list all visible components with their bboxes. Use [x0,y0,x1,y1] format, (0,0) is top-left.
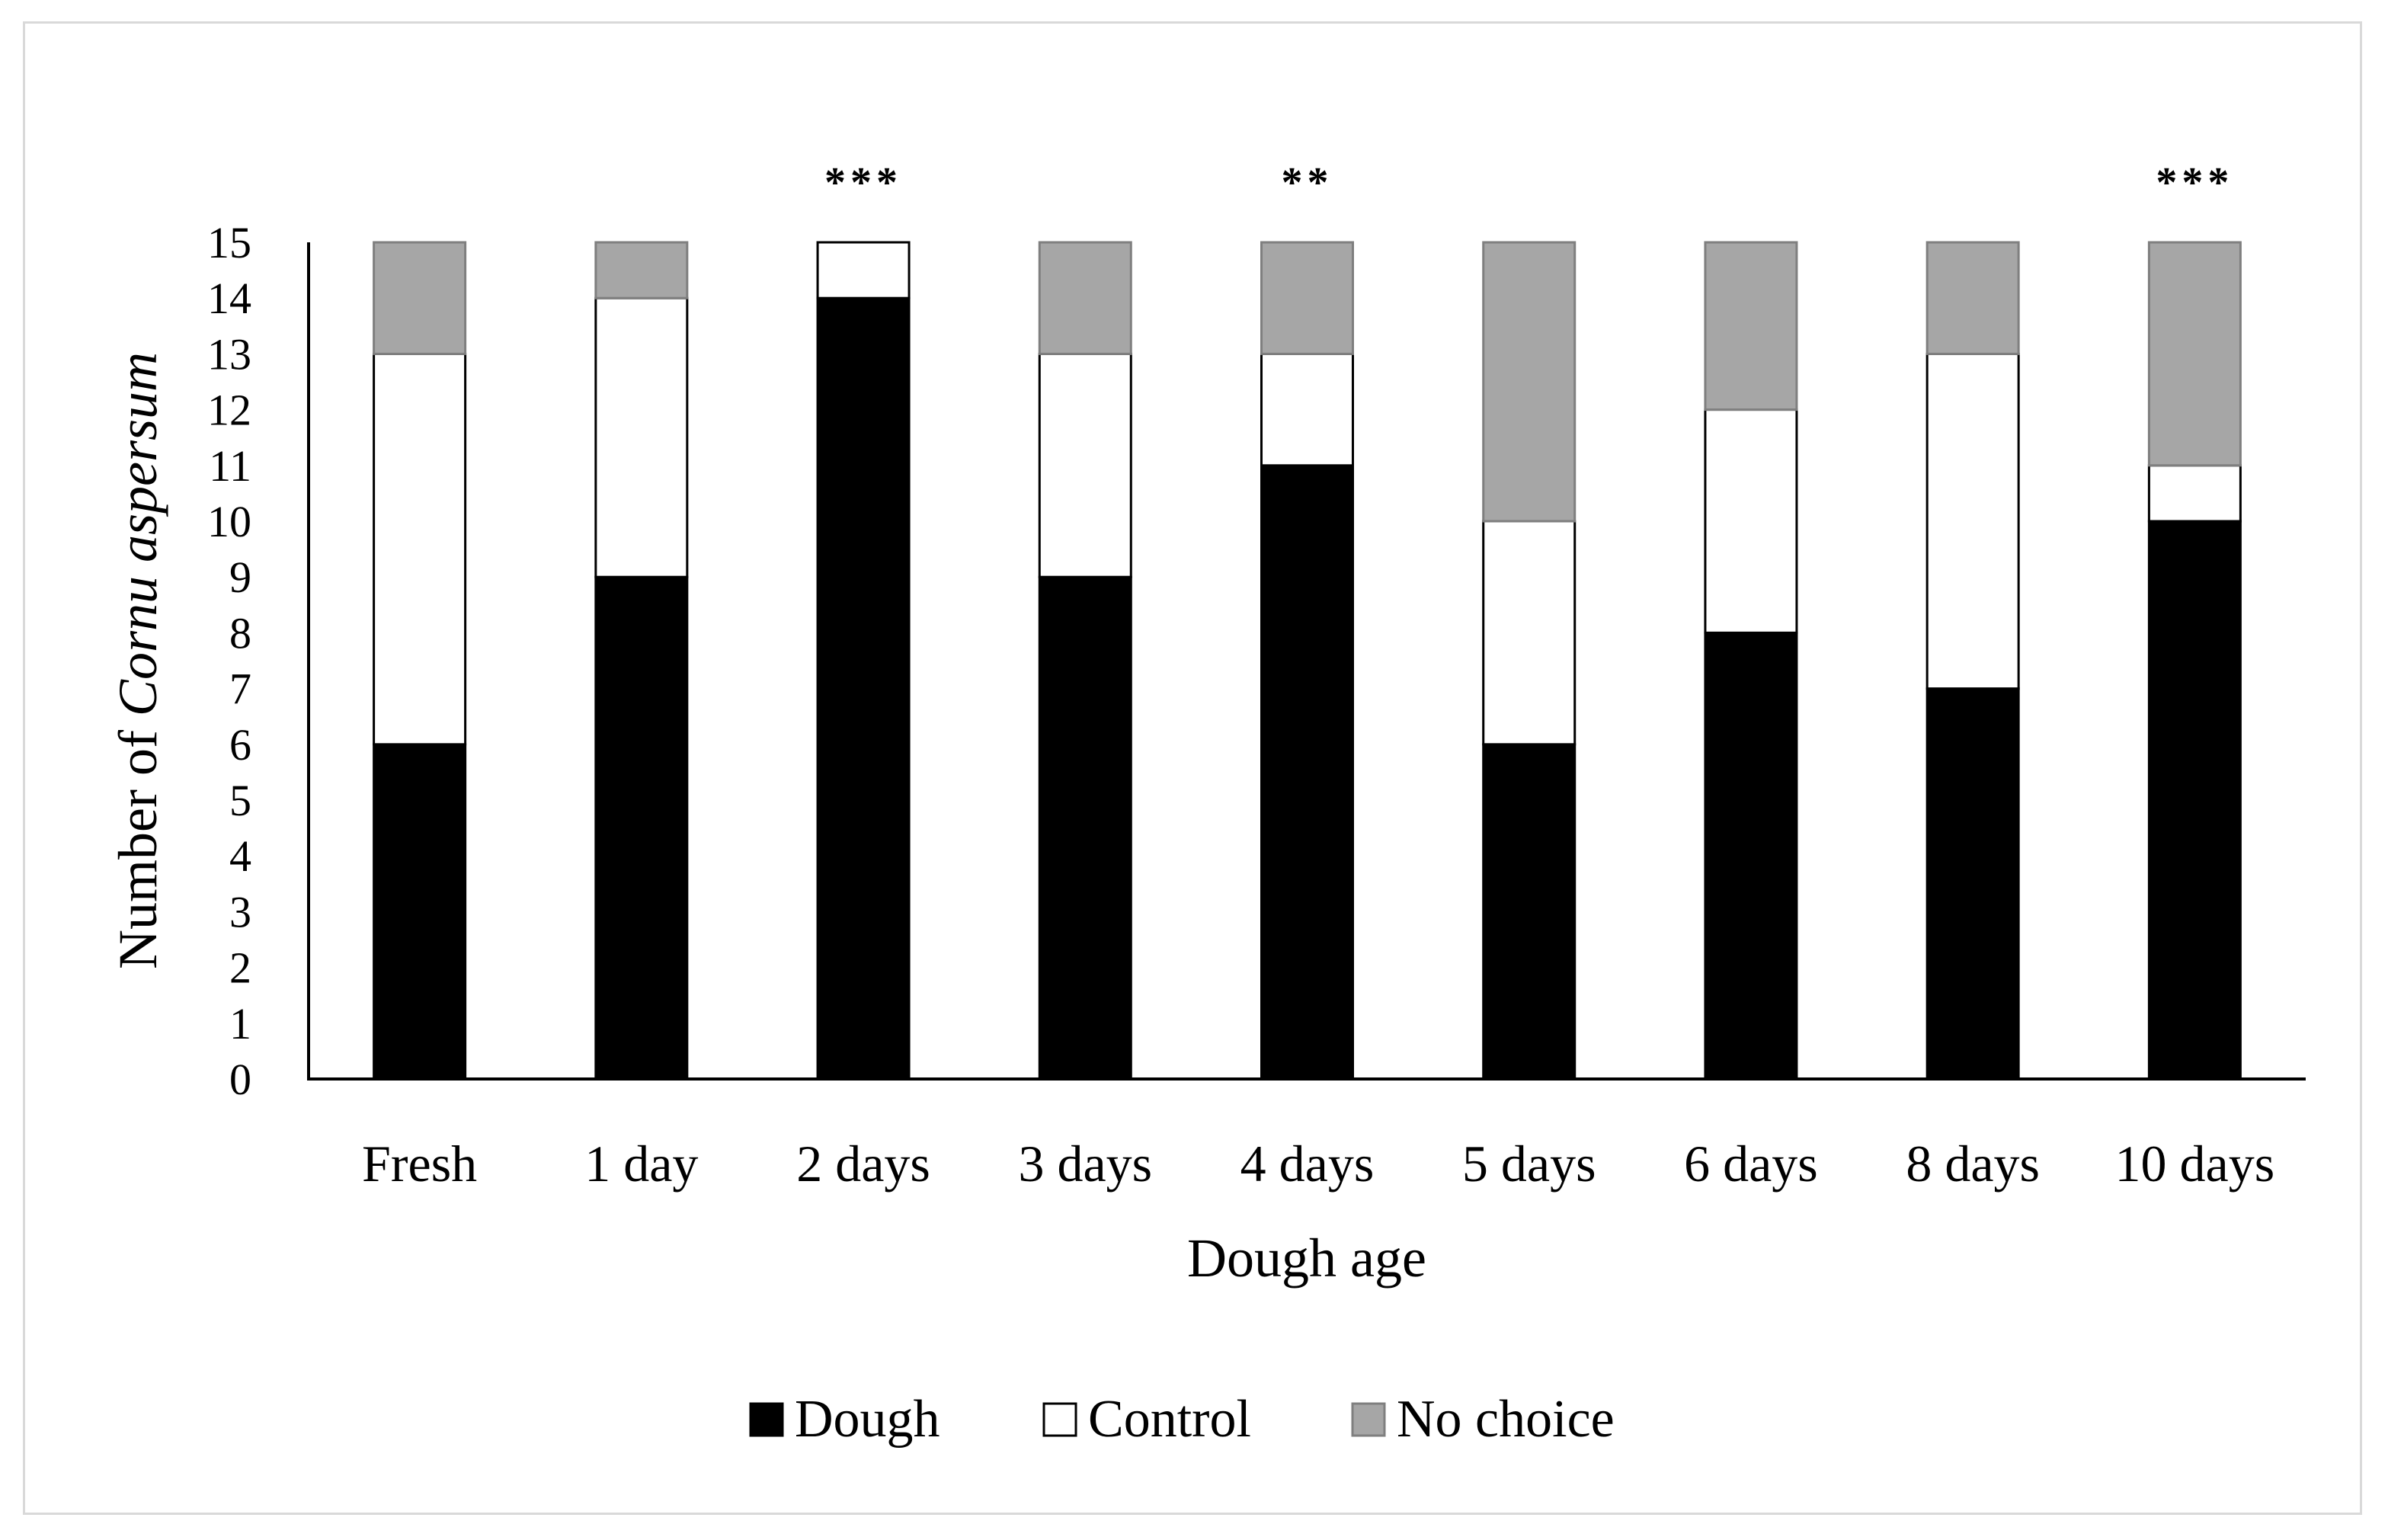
bar-dough-6-days [1704,631,1798,1081]
bar-control-6-days [1704,408,1798,634]
bar-dough-3-days [1038,575,1132,1081]
y-tick-label: 7 [229,664,251,714]
bar-dough-4-days [1260,464,1354,1081]
bar-dough-2-days [816,296,911,1081]
x-tick-label-4-days: 4 days [1240,1135,1375,1193]
bar-control-fresh [373,352,467,746]
x-tick-label-5-days: 5 days [1462,1135,1596,1193]
axes-group [307,242,2306,1081]
y-tick-label: 6 [229,720,251,770]
bar-no-choice-10-days [2147,241,2242,467]
bar-control-2-days [816,241,911,299]
bar-control-8-days [1925,352,2020,690]
significance-marker-2-days: *** [824,159,902,207]
bar-dough-fresh [373,743,467,1081]
y-tick-label: 14 [207,274,251,323]
y-axis-label-species: Cornu aspersum [107,352,168,716]
x-tick-label-8-days: 8 days [1906,1135,2040,1193]
y-tick-label: 5 [229,776,251,825]
bar-no-choice-8-days [1925,241,2020,355]
y-axis-label: Number of Cornu aspersum [107,352,168,969]
bar-control-1-day [594,296,689,578]
bar-control-3-days [1038,352,1132,578]
x-axis-label: Dough age [1187,1228,1426,1289]
bars-group [373,241,2242,1081]
y-tick-label: 11 [209,441,251,491]
y-tick-label: 3 [229,887,251,936]
legend-swatch-no-choice [1351,1402,1386,1437]
y-tick-label: 1 [229,999,251,1049]
legend-label-dough: Dough [795,1390,940,1449]
legend-label-no-choice: No choice [1397,1390,1615,1449]
y-tick-label: 10 [207,497,251,546]
y-axis-label-prefix: Number of [107,716,168,969]
y-tick-label: 9 [229,552,251,602]
bar-no-choice-4-days [1260,241,1354,355]
y-tick-label: 13 [207,329,251,379]
bar-no-choice-5-days [1482,241,1577,523]
x-tick-label-fresh: Fresh [362,1135,477,1193]
legend-swatch-dough [749,1402,784,1437]
bar-no-choice-3-days [1038,241,1132,355]
bar-no-choice-fresh [373,241,467,355]
bar-no-choice-1-day [594,241,689,299]
bar-control-4-days [1260,352,1354,467]
bar-dough-1-day [594,575,689,1081]
significance-marker-10-days: *** [2156,159,2233,207]
x-tick-label-2-days: 2 days [796,1135,930,1193]
y-tick-label: 0 [229,1055,251,1104]
y-tick-label: 12 [207,386,251,435]
legend-swatch-control [1042,1402,1077,1437]
x-tick-label-6-days: 6 days [1684,1135,1818,1193]
y-tick-label: 8 [229,608,251,658]
bar-dough-10-days [2147,520,2242,1081]
x-tick-label-3-days: 3 days [1018,1135,1152,1193]
significance-marker-4-days: ** [1282,159,1333,207]
bar-dough-8-days [1925,687,2020,1081]
significance-markers: *** ** *** [824,159,2233,207]
bar-control-10-days [2147,464,2242,523]
bar-dough-5-days [1482,743,1577,1081]
x-category-labels: Fresh 1 day 2 days 3 days 4 days 5 days 6 days… [362,1135,2274,1193]
y-tick-label: 4 [229,831,251,881]
y-tick-label: 15 [207,218,251,267]
legend: Dough Control No choice [749,1390,1615,1449]
x-tick-label-1-day: 1 day [584,1135,698,1193]
bar-no-choice-6-days [1704,241,1798,411]
y-tick-label: 2 [229,943,251,993]
x-tick-label-10-days: 10 days [2115,1135,2275,1193]
bar-control-5-days [1482,520,1577,746]
legend-label-control: Control [1088,1390,1251,1449]
